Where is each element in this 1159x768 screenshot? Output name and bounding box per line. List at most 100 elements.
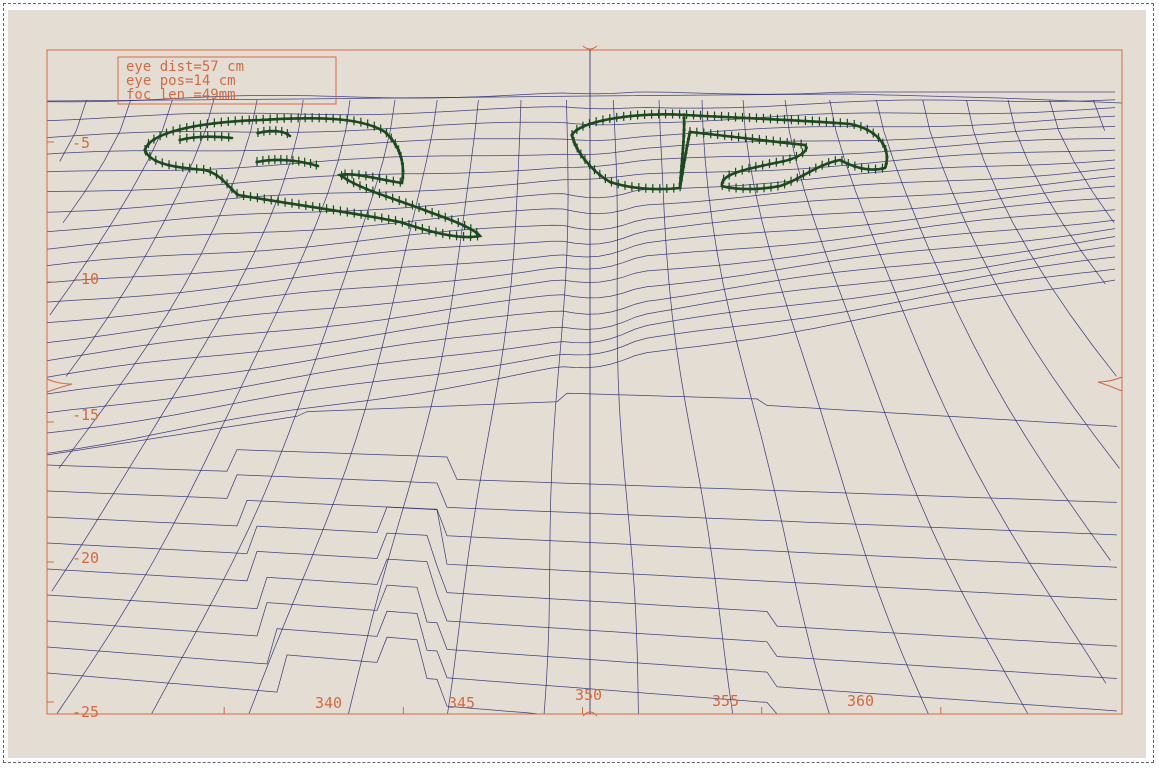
contour-left-inner-b-markers xyxy=(256,126,289,139)
contour-marker-dot xyxy=(268,117,272,122)
contour-marker-dot xyxy=(314,163,318,168)
right-marker xyxy=(1097,376,1123,392)
contour-marker-dot xyxy=(391,197,395,201)
contour-marker-dot xyxy=(160,161,164,165)
surface-row-18 xyxy=(46,268,1116,434)
contour-marker-dot xyxy=(722,178,726,182)
contour-marker-dot xyxy=(384,131,389,135)
contour-marker-dot xyxy=(261,159,265,163)
contour-marker-dot xyxy=(615,116,619,120)
surface-col-15 xyxy=(701,99,830,715)
contour-marker-dot xyxy=(461,235,466,239)
contour-marker-dot xyxy=(630,185,634,189)
contour-marker-dot xyxy=(800,151,805,156)
contour-marker-dot xyxy=(371,189,375,194)
surface-col-11 xyxy=(447,99,522,715)
contour-marker-dot xyxy=(682,134,686,138)
surface-row-8 xyxy=(46,167,1116,250)
contour-marker-dot xyxy=(364,187,368,191)
contour-right-spine-markers xyxy=(678,113,686,188)
contour-marker-dot xyxy=(884,148,888,152)
contour-marker-dot xyxy=(285,132,289,136)
contour-marker-dot xyxy=(343,172,347,177)
contour-marker-dot xyxy=(785,141,789,145)
contour-marker-dot xyxy=(427,229,431,233)
contour-marker-dot xyxy=(373,215,377,219)
contour-marker-dot xyxy=(296,116,300,120)
surface-col-9 xyxy=(248,99,438,715)
contour-marker-dot xyxy=(672,186,676,191)
contour-marker-dot xyxy=(469,227,473,231)
contour-marker-dot xyxy=(845,122,849,126)
contour-marker-dot xyxy=(291,159,295,163)
contour-left-inner-c-markers xyxy=(255,154,318,170)
contour-marker-dot xyxy=(391,180,395,184)
contour-marker-dot xyxy=(227,136,231,140)
contour-marker-dot xyxy=(824,120,828,124)
contour-marker-dot xyxy=(720,184,724,188)
surface-row-5 xyxy=(46,138,1116,192)
surface-lower-row-0 xyxy=(46,449,1118,503)
contour-marker-dot xyxy=(144,149,148,154)
contour-marker-dot xyxy=(609,180,614,185)
contour-marker-dot xyxy=(181,166,185,170)
contour-marker-dot xyxy=(683,158,687,162)
contour-marker-dot xyxy=(410,204,415,208)
contour-marker-dot xyxy=(262,197,266,201)
x-tick-label-350: 350 xyxy=(575,686,602,704)
surface-row-3 xyxy=(46,115,1116,155)
contour-marker-dot xyxy=(733,115,738,120)
contour-marker-dot xyxy=(206,135,210,139)
surface-col-13 xyxy=(612,99,639,715)
contour-marker-dot xyxy=(656,112,661,117)
contour-marker-dot xyxy=(709,132,713,136)
surface-ridge xyxy=(46,392,1118,456)
contour-marker-dot xyxy=(304,204,308,208)
contour-marker-dot xyxy=(736,135,741,140)
contour-marker-dot xyxy=(774,161,778,165)
contour-marker-dot xyxy=(726,115,731,119)
contour-marker-dot xyxy=(269,198,273,203)
surface-col-21 xyxy=(966,99,1117,377)
contour-marker-dot xyxy=(719,115,724,119)
contour-marker-dot xyxy=(254,118,258,122)
surface-lower-row-6 xyxy=(46,584,1118,712)
contour-marker-dot xyxy=(393,142,397,146)
contour-marker-dot xyxy=(677,113,682,117)
info-line-eye-dist: eye dist=57 cm xyxy=(126,59,244,75)
contour-marker-dot xyxy=(871,131,875,136)
contour-marker-dot xyxy=(663,112,668,116)
contour-marker-dot xyxy=(443,216,447,220)
contour-marker-dot xyxy=(297,160,301,164)
contour-marker-dot xyxy=(575,146,579,151)
contour-marker-dot xyxy=(782,118,787,122)
surface-col-19 xyxy=(876,99,1111,561)
contour-marker-dot xyxy=(665,187,669,191)
contour-marker-dot xyxy=(454,234,459,238)
contour-marker-dot xyxy=(769,185,773,190)
contour-marker-dot xyxy=(171,129,175,133)
surface-col-18 xyxy=(829,99,1107,684)
left-marker xyxy=(46,378,73,393)
contour-marker-dot xyxy=(146,142,151,146)
contour-marker-dot xyxy=(637,186,641,190)
contour-marker-dot xyxy=(324,207,329,211)
contour-marker-dot xyxy=(778,140,782,144)
contour-marker-dot xyxy=(581,125,585,129)
contour-marker-dot xyxy=(702,131,706,136)
contour-marker-dot xyxy=(881,142,885,146)
contour-marker-dot xyxy=(404,201,408,205)
contour-marker-dot xyxy=(167,163,171,167)
contour-left-inner-a-markers xyxy=(178,131,231,144)
contour-marker-dot xyxy=(448,233,452,237)
contour-marker-dot xyxy=(400,162,405,166)
contour-marker-dot xyxy=(185,136,189,141)
y-tick-label-neg20: -20 xyxy=(72,549,99,567)
contour-marker-dot xyxy=(579,152,583,157)
contour-marker-dot xyxy=(876,136,881,140)
surface-row-14 xyxy=(46,228,1116,362)
contour-marker-dot xyxy=(423,208,428,213)
contour-marker-dot xyxy=(274,129,278,133)
contour-marker-dot xyxy=(192,135,196,140)
